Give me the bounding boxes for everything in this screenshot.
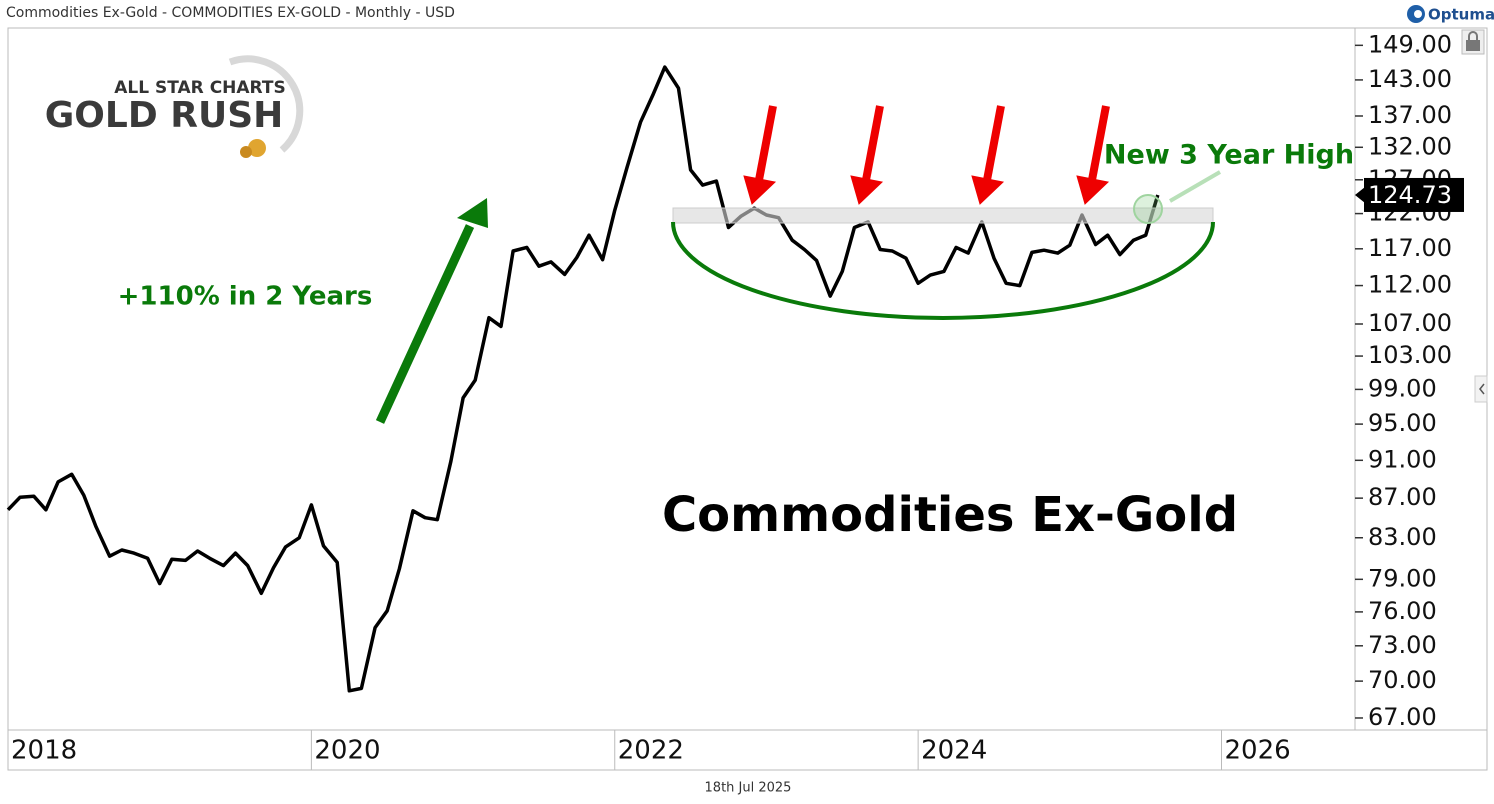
brand-logo: Optuma	[1407, 5, 1494, 24]
red-arrow-head	[850, 175, 884, 205]
red-arrows	[743, 105, 1110, 205]
red-arrow	[862, 105, 884, 181]
axes: 149.00143.00137.00132.00127.00122.00117.…	[7, 30, 1452, 770]
chart-title: Commodities Ex-Gold - COMMODITIES EX-GOL…	[6, 5, 455, 21]
series	[6, 65, 1160, 693]
y-tick-label: 95.00	[1368, 409, 1437, 437]
y-tick-label: 76.00	[1368, 597, 1437, 625]
logo-nugget	[240, 146, 252, 158]
logo-main: GOLD RUSH	[45, 95, 284, 136]
red-arrow-head	[971, 175, 1005, 205]
red-arrow	[1088, 105, 1110, 181]
red-arrow	[983, 105, 1005, 181]
logo-top: ALL STAR CHARTS	[114, 78, 285, 98]
x-tick-label: 2018	[11, 736, 77, 766]
y-tick-label: 143.00	[1368, 65, 1452, 93]
y-tick-label: 79.00	[1368, 564, 1437, 592]
x-tick-label: 2026	[1225, 736, 1291, 766]
date-label: 18th Jul 2025	[705, 781, 792, 796]
brand-name: Optuma	[1428, 6, 1494, 24]
x-tick-label: 2024	[921, 736, 987, 766]
price-line	[6, 65, 1160, 693]
chart-label: Commodities Ex-Gold	[662, 487, 1238, 543]
y-tick-label: 103.00	[1368, 341, 1452, 369]
y-tick-label: 87.00	[1368, 483, 1437, 511]
annotations: +110% in 2 Years New 3 Year High Commodi…	[118, 105, 1354, 543]
y-tick-label: 137.00	[1368, 101, 1452, 129]
resistance-band	[672, 207, 1214, 224]
y-tick-label: 112.00	[1368, 271, 1452, 299]
collapse-chevron	[1479, 383, 1485, 395]
up-arrow-shaft	[375, 224, 475, 424]
red-arrow-head	[1076, 175, 1110, 205]
x-tick-label: 2022	[618, 736, 684, 766]
last-value-pointer	[1355, 186, 1365, 203]
y-tick-label: 107.00	[1368, 309, 1452, 337]
y-tick-label: 149.00	[1368, 30, 1452, 58]
lock-icon[interactable]	[1461, 29, 1485, 55]
high-marker	[1133, 194, 1163, 224]
high-connector	[1168, 170, 1222, 203]
y-tick-label: 83.00	[1368, 523, 1437, 551]
logo-nugget	[248, 139, 266, 157]
y-tick-label: 67.00	[1368, 703, 1437, 731]
y-tick-label: 73.00	[1368, 631, 1437, 659]
base-arc	[671, 221, 1215, 320]
lock-body	[1466, 40, 1480, 51]
y-tick-label: 99.00	[1368, 374, 1437, 402]
lock-shackle	[1468, 31, 1478, 40]
gain-annotation: +110% in 2 Years	[118, 282, 373, 312]
y-tick-label: 91.00	[1368, 445, 1437, 473]
red-arrow-head	[743, 175, 777, 205]
y-tick-label: 132.00	[1368, 132, 1452, 160]
logo-arc	[228, 55, 304, 153]
logo: ALL STAR CHARTS GOLD RUSH	[45, 55, 304, 158]
collapse-tab[interactable]	[1474, 375, 1488, 403]
red-arrow	[755, 105, 777, 181]
last-value: 124.73	[1355, 177, 1464, 212]
x-tick-label: 2020	[314, 736, 380, 766]
high-annotation: New 3 Year High	[1104, 140, 1354, 171]
up-arrow-head	[457, 198, 488, 228]
last-value-label: 124.73	[1368, 181, 1452, 209]
last-value-box	[1364, 177, 1464, 212]
y-tick-label: 117.00	[1368, 234, 1452, 262]
collapse-button[interactable]	[1474, 375, 1488, 403]
y-tick-label: 70.00	[1368, 666, 1437, 694]
brand-icon	[1414, 10, 1422, 18]
